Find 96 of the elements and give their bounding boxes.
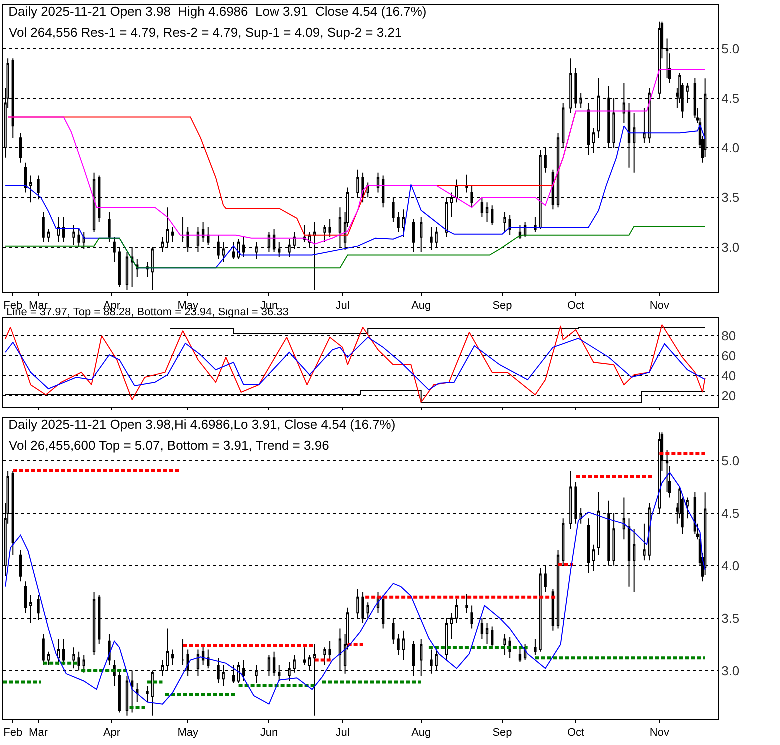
candlestick <box>72 224 76 246</box>
candlestick <box>57 217 60 243</box>
candlestick <box>486 202 489 223</box>
candlestick <box>504 634 506 656</box>
candlestick <box>82 654 86 674</box>
x-tick-label: Nov <box>650 727 670 740</box>
candlestick <box>24 162 28 194</box>
candlestick <box>24 581 28 614</box>
y-tick-label: 3.0 <box>722 240 740 255</box>
candlestick <box>491 626 494 648</box>
candlestick <box>118 670 121 714</box>
x-tick-label: Apr <box>103 727 121 740</box>
candlestick <box>328 640 332 661</box>
y-tick-label: 3.5 <box>722 190 740 206</box>
candlestick <box>303 224 306 243</box>
x-tick-label: Aug <box>412 727 432 740</box>
x-tick-label: Sep <box>492 727 512 740</box>
line-series <box>5 324 706 403</box>
candlestick <box>42 634 45 666</box>
candlestick <box>534 217 537 233</box>
candlestick <box>486 623 489 646</box>
candlestick <box>108 634 111 666</box>
candlestick <box>643 523 646 562</box>
candlestick <box>518 224 522 240</box>
line-series <box>8 69 706 245</box>
x-tick-label: Jul <box>336 727 350 740</box>
candlestick <box>643 108 646 144</box>
x-tick-label: Oct <box>567 300 585 312</box>
candlestick <box>237 662 240 684</box>
candlestick <box>397 212 400 233</box>
candlestick <box>207 649 210 670</box>
candlestick <box>491 205 494 226</box>
x-tick-label: Jul <box>336 300 350 312</box>
y-tick-label: 4.0 <box>722 140 740 156</box>
y-tick-label: 20 <box>722 388 736 404</box>
x-tick-label: Sep <box>492 300 512 312</box>
chart-title: Daily 2025-11-21 Open 3.98,Hi 4.6986,Lo 3.91, Close 4.54 (16.7%) <box>8 417 396 432</box>
candlestick <box>328 219 332 238</box>
candlestick <box>466 594 468 614</box>
y-tick-label: 40 <box>722 368 736 384</box>
candlestick <box>202 222 205 243</box>
candlestick <box>182 638 184 666</box>
x-tick-label: Oct <box>567 727 585 740</box>
candlestick <box>402 630 405 661</box>
candlestick <box>376 172 380 194</box>
candlestick <box>62 638 66 666</box>
candlestick <box>397 634 400 656</box>
y-tick-label: 5.0 <box>722 454 740 469</box>
candlestick <box>508 215 512 236</box>
chart-title: Daily 2025-11-21 Open 3.98 High 4.6986 Low 3.91 Close 4.54 (16.7%) <box>8 4 427 20</box>
y-tick-label: 80 <box>722 328 736 344</box>
candlestick <box>518 647 522 663</box>
y-tick-label: 4.5 <box>722 506 740 521</box>
candlestick <box>47 651 50 666</box>
candlestick <box>402 209 405 238</box>
x-tick-label: Nov <box>650 300 670 312</box>
candlestick <box>126 676 129 716</box>
candlestick <box>466 174 468 194</box>
x-tick-label: May <box>178 727 199 740</box>
y-tick-label: 4.5 <box>722 90 740 106</box>
candlestick <box>534 638 537 656</box>
candlestick <box>42 212 45 243</box>
x-tick-label: Jun <box>260 727 278 740</box>
text: Vol 264,556 Res-1 = 4.79, Res-2 = 4.79, Sup-1 = 4.09, Sup-2 = 3.21 <box>9 25 402 40</box>
candlestick <box>126 252 129 291</box>
candlestick <box>146 262 149 278</box>
candlestick <box>136 682 139 703</box>
candlestick <box>62 217 66 243</box>
line-series <box>5 226 706 269</box>
y-tick-label: 3.5 <box>722 610 740 626</box>
y-tick-label: 60 <box>722 348 736 364</box>
candlestick <box>108 212 111 243</box>
candlestick <box>324 224 326 243</box>
candlestick <box>480 197 484 218</box>
candlestick <box>172 649 174 666</box>
y-tick-label: 4.0 <box>722 558 740 574</box>
text: Vol 26,455,600 Top = 5.07, Bottom = 3.91, Trend = 3.96 <box>9 438 330 453</box>
candlestick <box>303 647 306 666</box>
candlestick <box>47 228 50 243</box>
line-series <box>5 472 706 705</box>
candlestick <box>202 644 205 666</box>
line-series <box>5 337 706 390</box>
candlestick <box>172 226 174 243</box>
x-tick-label: Aug <box>412 300 432 312</box>
candlestick <box>324 647 326 666</box>
candlestick <box>255 665 258 684</box>
x-tick-label: Feb <box>4 727 23 740</box>
candlestick <box>255 242 258 260</box>
candlestick <box>504 212 506 233</box>
candlestick <box>57 638 60 666</box>
y-tick-label: 5.0 <box>722 41 740 56</box>
candlestick <box>72 647 76 670</box>
candlestick <box>182 217 184 243</box>
x-tick-label: Mar <box>29 727 48 740</box>
y-tick-label: 3.0 <box>722 663 740 678</box>
candlestick <box>146 686 149 703</box>
